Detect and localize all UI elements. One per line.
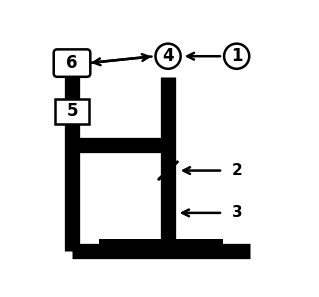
Text: 4: 4 (162, 47, 174, 65)
Polygon shape (161, 178, 175, 201)
Text: 3: 3 (232, 205, 243, 220)
FancyBboxPatch shape (54, 49, 90, 77)
Circle shape (224, 44, 249, 69)
Circle shape (155, 44, 181, 69)
Text: 6: 6 (66, 54, 78, 72)
FancyBboxPatch shape (55, 99, 89, 124)
Text: 2: 2 (232, 163, 243, 178)
Text: 1: 1 (231, 47, 242, 65)
Text: 5: 5 (66, 102, 78, 120)
FancyBboxPatch shape (100, 239, 223, 245)
FancyBboxPatch shape (164, 146, 172, 165)
Circle shape (162, 206, 174, 219)
